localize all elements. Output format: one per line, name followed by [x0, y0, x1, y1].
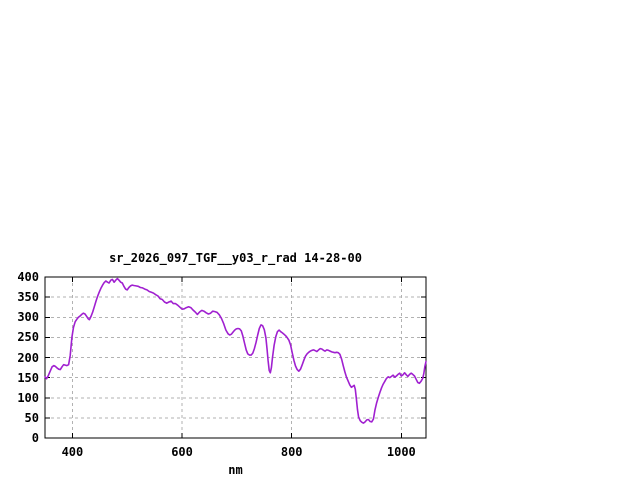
y-tick-label: 150	[17, 370, 39, 385]
y-tick-label: 350	[17, 290, 39, 305]
y-tick-label: 400	[17, 270, 39, 284]
y-tick-label: 100	[17, 390, 39, 405]
y-tick-label: 300	[17, 310, 39, 325]
y-tick-label: 250	[17, 330, 39, 345]
x-axis-label: nm	[228, 463, 243, 477]
y-tick-label: 50	[24, 410, 39, 425]
spectrum-line	[44, 277, 427, 424]
x-tick-label: 1000	[386, 445, 416, 459]
y-tick-label: 200	[17, 350, 39, 365]
x-tick-label: 600	[171, 445, 193, 459]
x-tick-label: 400	[61, 445, 84, 459]
y-tick-label: 0	[31, 431, 39, 445]
x-tick-label: 800	[280, 445, 303, 459]
plot-border	[44, 276, 427, 439]
plot-title: sr_2026_097_TGF__y03_r_rad 14-28-00	[109, 251, 362, 265]
